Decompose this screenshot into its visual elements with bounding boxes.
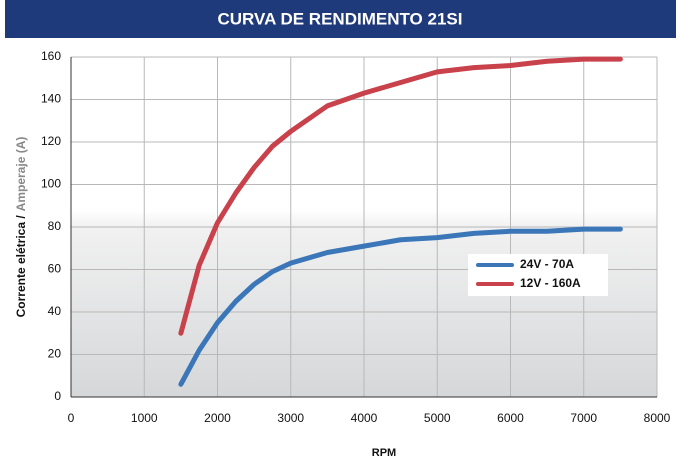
y-axis-label-main: Corrente elétrica / [14, 215, 28, 318]
x-tick-label: 0 [68, 411, 75, 425]
legend-label: 24V - 70A [520, 257, 574, 271]
y-tick-label: 40 [48, 304, 62, 318]
title-bar [5, 0, 676, 38]
y-tick-label: 100 [41, 177, 61, 191]
x-tick-label: 4000 [351, 411, 378, 425]
x-tick-label: 7000 [570, 411, 597, 425]
y-tick-label: 80 [48, 219, 62, 233]
line-series [178, 226, 623, 387]
y-tick-label: 0 [54, 389, 61, 403]
x-tick-label: 1000 [131, 411, 158, 425]
x-tick-label: 5000 [424, 411, 451, 425]
y-axis-label: Corrente elétrica / Amperaje (A) [14, 137, 28, 318]
legend-box [468, 254, 608, 296]
x-tick-label: 8000 [644, 411, 671, 425]
y-tick-label: 60 [48, 262, 62, 276]
y-tick-label: 160 [41, 49, 61, 63]
x-axis-label: RPM [372, 447, 396, 459]
x-tick-label: 3000 [277, 411, 304, 425]
y-tick-label: 20 [48, 347, 62, 361]
x-tick-label: 2000 [204, 411, 231, 425]
x-tick-label: 6000 [497, 411, 524, 425]
y-axis-label-sub: Amperaje (A) [14, 137, 28, 212]
legend-label: 12V - 160A [520, 276, 581, 290]
chart-title: CURVA DE RENDIMENTO 21SI [218, 9, 463, 28]
line-series [178, 56, 623, 336]
y-tick-label: 140 [41, 92, 61, 106]
y-tick-label: 120 [41, 134, 61, 148]
